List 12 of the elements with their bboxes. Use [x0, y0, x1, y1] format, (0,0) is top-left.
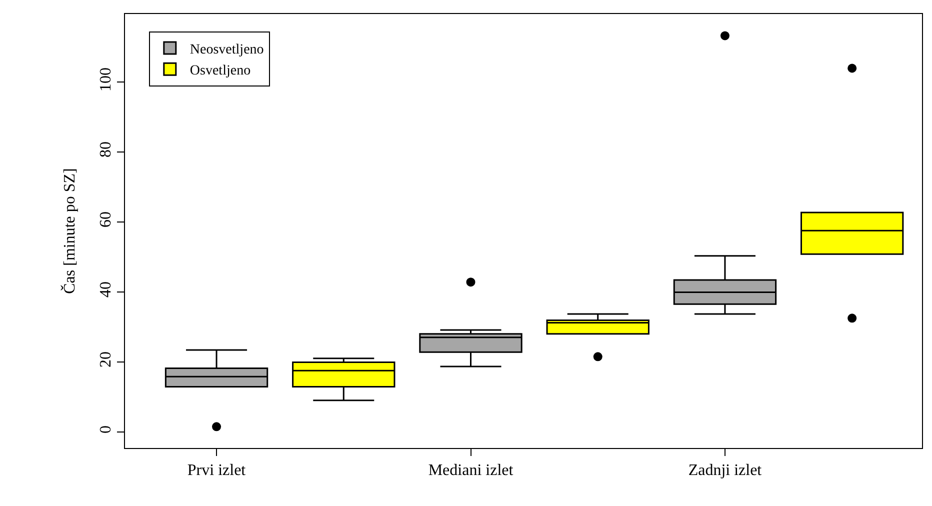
- y-tick-label: 60: [98, 212, 115, 228]
- x-tick-label: Zadnji izlet: [688, 462, 762, 480]
- y-tick-label: 40: [98, 282, 115, 298]
- y-tick-label: 20: [98, 352, 115, 368]
- legend-label: Osvetljeno: [190, 64, 251, 79]
- x-tick-label: Mediani izlet: [428, 462, 514, 480]
- y-tick-label: 0: [98, 426, 115, 434]
- y-tick-label: 80: [98, 142, 115, 158]
- y-axis-title: Čas [minute po SZ]: [60, 168, 78, 294]
- legend-label: Neosvetljeno: [190, 42, 264, 58]
- y-tick-label: 100: [98, 68, 115, 92]
- x-tick-label: Prvi izlet: [187, 462, 246, 480]
